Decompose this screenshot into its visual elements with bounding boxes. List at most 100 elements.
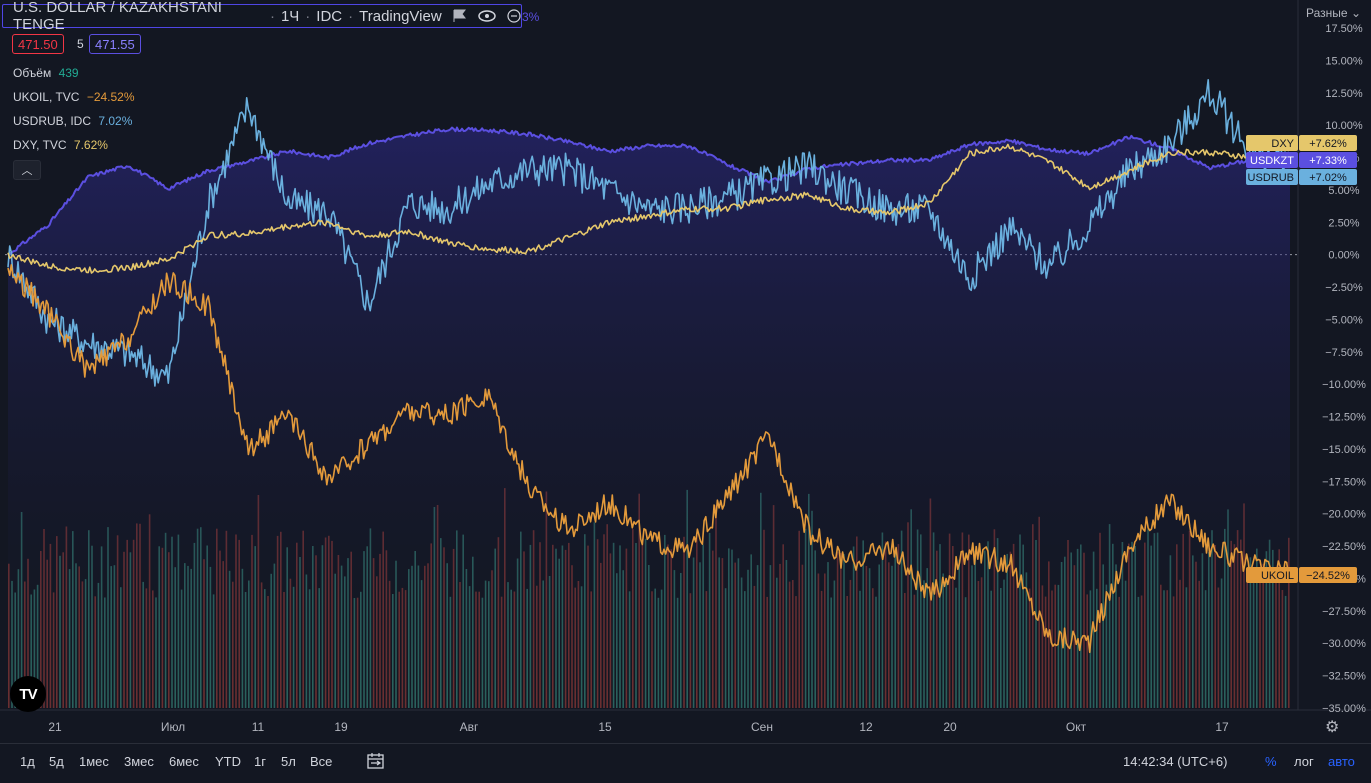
last-value-name: DXY	[1271, 138, 1294, 150]
period-ytd[interactable]: YTD	[215, 754, 241, 769]
flag-icon[interactable]	[452, 9, 467, 23]
last-value-text: −24.52%	[1306, 570, 1350, 582]
last-value-name-box	[1246, 152, 1298, 168]
chart-canvas[interactable]: 17.50%15.00%12.50%10.00%7.50%5.00%2.50%0…	[0, 0, 1371, 743]
bottom-toolbar: 1д 5д 1мес 3мес 6мес YTD 1г 5л Все 14:42…	[0, 743, 1371, 779]
last-value-name: USDKZT	[1250, 155, 1294, 167]
x-tick-label: 20	[943, 720, 957, 734]
period-all[interactable]: Все	[310, 754, 333, 769]
symbol-title[interactable]: U.S. DOLLAR / KAZAKHSTANI TENGE	[13, 0, 222, 33]
y-tick-label: 0.00%	[1328, 250, 1359, 262]
legend-ukoil-label: UKOIL, TVC	[13, 90, 80, 104]
bid-price[interactable]: 471.50	[12, 34, 64, 54]
last-value-name-box	[1246, 169, 1298, 185]
legend-ukoil-value: −24.52%	[86, 90, 135, 104]
usdkzt-area	[8, 127, 1290, 708]
scale-mode-label: Разные	[1306, 6, 1348, 20]
legend-usdrub-label: USDRUB, IDC	[13, 114, 92, 128]
y-tick-label: −17.50%	[1322, 476, 1366, 488]
header-extra: 3%	[522, 10, 540, 24]
last-value-text: +7.62%	[1309, 138, 1347, 150]
gear-icon[interactable]: ⚙	[1325, 719, 1340, 736]
legend-volume[interactable]: Объём 439	[13, 66, 79, 80]
legend-usdrub[interactable]: USDRUB, IDC 7.02%	[13, 114, 132, 128]
period-6m[interactable]: 6мес	[169, 754, 199, 769]
legend-collapse-button[interactable]: ︿	[13, 160, 41, 180]
y-tick-label: 12.50%	[1325, 88, 1363, 100]
last-value-box	[1299, 135, 1357, 151]
last-value-text: +7.33%	[1309, 155, 1347, 167]
auto-toggle[interactable]: авто	[1328, 754, 1355, 769]
chevron-down-icon: ⌄	[1350, 6, 1361, 20]
y-tick-label: −32.50%	[1322, 671, 1366, 683]
percent-toggle[interactable]: %	[1265, 754, 1277, 769]
y-tick-label: −27.50%	[1322, 606, 1366, 618]
source-label: TradingView	[359, 7, 442, 25]
y-tick-label: 15.00%	[1325, 55, 1363, 67]
legend-ukoil[interactable]: UKOIL, TVC −24.52%	[13, 90, 135, 104]
last-value-name: USDRUB	[1248, 172, 1294, 184]
x-tick-label: Авг	[460, 720, 479, 734]
legend-dxy[interactable]: DXY, TVC 7.62%	[13, 138, 108, 152]
period-1d[interactable]: 1д	[20, 754, 35, 769]
y-tick-label: −15.00%	[1322, 444, 1366, 456]
compare-icon[interactable]	[506, 9, 521, 23]
eye-icon[interactable]	[477, 9, 496, 23]
last-value-ukoil: UKOIL −24.52%	[1246, 567, 1357, 583]
y-tick-label: −22.50%	[1322, 541, 1366, 553]
last-value-dxy: DXY +7.62%	[1246, 135, 1357, 151]
legend-usdrub-value: 7.02%	[98, 114, 133, 128]
x-tick-label: 11	[252, 720, 265, 734]
last-value-box	[1299, 169, 1357, 185]
symbol-header[interactable]: U.S. DOLLAR / KAZAKHSTANI TENGE · 1Ч · I…	[2, 0, 522, 33]
x-tick-label: 19	[334, 720, 348, 734]
legend-dxy-value: 7.62%	[73, 138, 108, 152]
y-tick-label: 10.00%	[1325, 120, 1363, 132]
y-tick-label: −30.00%	[1322, 638, 1366, 650]
y-tick-label: −35.00%	[1322, 703, 1366, 715]
series-line-ukoil	[7, 264, 1291, 654]
chevron-up-icon: ︿	[21, 165, 33, 177]
x-tick-label: Июл	[161, 720, 185, 734]
y-tick-label: 17.50%	[1325, 23, 1363, 35]
y-tick-label: −5.00%	[1325, 314, 1363, 326]
y-tick-label: 2.50%	[1328, 217, 1359, 229]
last-value-usdrub: USDRUB +7.02%	[1246, 169, 1357, 185]
y-tick-label: −2.50%	[1325, 282, 1363, 294]
series-line-usdkzt	[7, 126, 1291, 256]
last-value-name-box	[1246, 135, 1298, 151]
series-line-dxy	[7, 143, 1291, 274]
y-tick-label: −12.50%	[1322, 412, 1366, 424]
scale-mode-menu[interactable]: Разные ⌄	[1306, 6, 1361, 20]
last-value-box	[1299, 567, 1357, 583]
y-tick-label: −10.00%	[1322, 379, 1366, 391]
last-value-text: +7.02%	[1309, 172, 1347, 184]
period-3m[interactable]: 3мес	[124, 754, 154, 769]
last-value-name-box	[1246, 567, 1298, 583]
tradingview-logo-icon[interactable]: TV	[10, 676, 46, 712]
spread-value: 5	[77, 37, 84, 51]
log-toggle[interactable]: лог	[1294, 754, 1314, 769]
x-tick-label: Сен	[751, 720, 773, 734]
x-tick-label: 15	[598, 720, 612, 734]
legend-volume-value: 439	[58, 66, 79, 80]
y-tick-label: −7.50%	[1325, 347, 1363, 359]
x-tick-label: Окт	[1066, 720, 1087, 734]
x-tick-label: 17	[1215, 720, 1229, 734]
series-line-usdrub	[7, 79, 1291, 387]
interval-label[interactable]: 1Ч	[280, 7, 300, 25]
ask-price[interactable]: 471.55	[89, 34, 141, 54]
x-tick-label: 21	[48, 720, 62, 734]
exchange-label: IDC	[316, 7, 343, 25]
period-1y[interactable]: 1г	[254, 754, 266, 769]
period-5y[interactable]: 5л	[281, 754, 296, 769]
y-tick-label: 5.00%	[1328, 185, 1359, 197]
x-tick-label: 12	[859, 720, 873, 734]
period-5d[interactable]: 5д	[49, 754, 64, 769]
clock-timezone[interactable]: 14:42:34 (UTC+6)	[1123, 754, 1228, 769]
date-range-icon[interactable]	[366, 752, 386, 770]
legend-volume-label: Объём	[13, 66, 52, 80]
period-1m[interactable]: 1мес	[79, 754, 109, 769]
last-value-box	[1299, 152, 1357, 168]
